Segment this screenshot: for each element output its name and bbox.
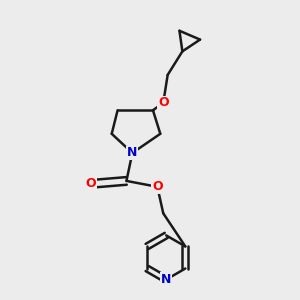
Text: O: O (86, 177, 96, 190)
Text: N: N (161, 273, 171, 286)
Text: N: N (127, 146, 137, 159)
Text: O: O (158, 96, 169, 110)
Text: O: O (152, 180, 163, 193)
